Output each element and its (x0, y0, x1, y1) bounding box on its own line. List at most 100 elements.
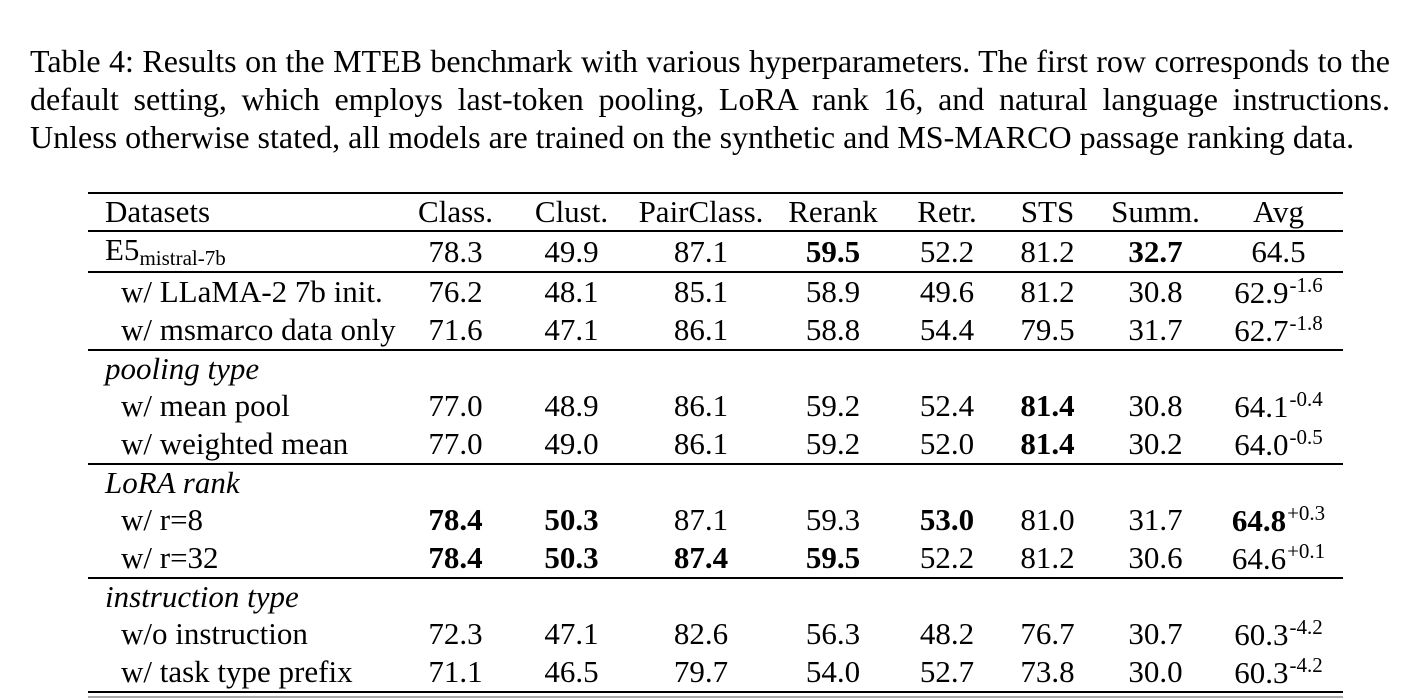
metric-value-cell: 76.2 (428, 274, 483, 309)
metric-value-cell: 81.0 (1020, 502, 1075, 537)
empty-cell (632, 350, 770, 387)
metric-value-cell: 59.2 (805, 388, 861, 423)
metric-value-cell: 81.4 (1020, 426, 1075, 461)
metric-value-cell: 31.7 (1128, 312, 1183, 347)
row-label-subscript: mistral-7b (139, 246, 226, 270)
metric-value-cell: 58.9 (805, 274, 861, 309)
metric-value-cell: 81.2 (1020, 540, 1075, 575)
metric-value-cell: 30.8 (1128, 388, 1183, 423)
results-table: Datasets Class. Clust. PairClass. Rerank… (88, 192, 1343, 693)
empty-cell (1097, 350, 1214, 387)
column-header-avg: Avg (1252, 194, 1305, 229)
metric-value-cell: 60.3-4.2 (1234, 615, 1323, 652)
metric-value-cell: 52.0 (919, 426, 975, 461)
row-label: w/ r=32 (121, 540, 219, 575)
row-label: w/ r=8 (121, 502, 204, 537)
row-task-type-prefix: w/ task type prefix 71.1 46.5 79.7 54.0 52.7 7… (88, 653, 1343, 692)
empty-cell (1214, 578, 1343, 615)
metric-value-cell: 59.2 (805, 426, 861, 461)
empty-cell (998, 350, 1097, 387)
empty-cell (998, 464, 1097, 501)
metric-value-cell: 32.7 (1128, 233, 1183, 269)
metric-value-cell: 46.5 (544, 654, 599, 689)
avg-delta-superscript: +0.3 (1287, 501, 1326, 525)
column-header-classification: Class. (418, 194, 493, 229)
empty-cell (770, 578, 896, 615)
column-header-datasets: Datasets (105, 194, 211, 229)
metric-value-cell: 72.3 (428, 616, 483, 651)
section-lora-rank: LoRA rank (88, 464, 1343, 501)
metric-value-cell: 77.0 (428, 426, 483, 461)
metric-value-cell: 49.6 (919, 274, 975, 309)
row-r32: w/ r=32 78.4 50.3 87.4 59.5 52.2 81.2 30.6 64.6+… (88, 539, 1343, 578)
row-msmarco-data-only: w/ msmarco data only 71.6 47.1 86.1 58.8 54.4… (88, 311, 1343, 350)
row-r8: w/ r=8 78.4 50.3 87.1 59.3 53.0 81.0 31.7 64.8+0… (88, 501, 1343, 539)
metric-value-cell: 71.1 (428, 654, 483, 689)
row-label: w/ mean pool (121, 388, 290, 423)
empty-cell (770, 464, 896, 501)
column-header-pairclass: PairClass. (638, 194, 764, 229)
metric-value-cell: 87.1 (673, 233, 729, 269)
metric-value-cell: 85.1 (673, 274, 729, 309)
metric-value-cell: 54.0 (805, 654, 861, 689)
metric-value-cell: 52.2 (919, 540, 975, 575)
metric-value-cell: 30.0 (1128, 654, 1183, 689)
metric-value-cell: 73.8 (1020, 654, 1075, 689)
metric-value-cell: 78.4 (428, 502, 483, 537)
metric-value-cell: 82.6 (673, 616, 729, 651)
metric-value-cell: 52.4 (919, 388, 975, 423)
empty-cell (896, 350, 998, 387)
avg-delta-superscript: -0.4 (1289, 387, 1323, 411)
metric-value-cell: 50.3 (544, 540, 599, 575)
avg-delta-superscript: -0.5 (1289, 425, 1323, 449)
column-header-clustering: Clust. (534, 194, 609, 229)
column-header-rerank: Rerank (788, 194, 878, 229)
row-no-instruction: w/o instruction 72.3 47.1 82.6 56.3 48.2 76.7 3… (88, 615, 1343, 653)
metric-value-cell: 87.1 (673, 502, 729, 537)
metric-value-cell: 59.3 (805, 502, 861, 537)
empty-cell (896, 578, 998, 615)
metric-value-cell: 48.2 (919, 616, 975, 651)
metric-value-cell: 81.2 (1020, 274, 1075, 309)
empty-cell (1214, 464, 1343, 501)
row-label: LoRA rank (105, 465, 240, 500)
empty-cell (998, 578, 1097, 615)
results-table-container: Datasets Class. Clust. PairClass. Rerank… (88, 192, 1343, 698)
avg-delta-superscript: -1.8 (1289, 311, 1323, 335)
metric-value-cell: 77.0 (428, 388, 483, 423)
row-label: pooling type (105, 351, 260, 386)
metric-value-cell: 54.4 (919, 312, 975, 347)
metric-value-cell: 48.9 (544, 388, 599, 423)
metric-value-cell: 30.7 (1128, 616, 1183, 651)
row-label: w/ LLaMA-2 7b init. (121, 274, 383, 309)
metric-value-cell: 87.4 (673, 540, 729, 575)
metric-value-cell: 64.8+0.3 (1231, 501, 1326, 538)
row-weighted-mean: w/ weighted mean 77.0 49.0 86.1 59.2 52.0 81.4… (88, 425, 1343, 464)
avg-delta-superscript: -4.2 (1289, 615, 1323, 639)
metric-value-cell: 49.9 (544, 233, 599, 269)
metric-value-cell: 81.4 (1020, 388, 1075, 423)
empty-cell (511, 578, 632, 615)
metric-value-cell: 76.7 (1020, 616, 1075, 651)
metric-value-cell: 56.3 (805, 616, 861, 651)
metric-value-cell: 64.5 (1251, 233, 1306, 269)
empty-cell (511, 350, 632, 387)
avg-delta-superscript: +0.1 (1287, 539, 1326, 563)
row-llama2-7b-init: w/ LLaMA-2 7b init. 76.2 48.1 85.1 58.9 49.6 8… (88, 272, 1343, 311)
metric-value-cell: 50.3 (544, 502, 599, 537)
metric-value-cell: 79.7 (673, 654, 729, 689)
empty-cell (632, 578, 770, 615)
metric-value-cell: 31.7 (1128, 502, 1183, 537)
row-label: w/o instruction (121, 616, 308, 651)
metric-value-cell: 48.1 (544, 274, 599, 309)
column-header-summarization: Summ. (1111, 194, 1200, 229)
metric-value-cell: 53.0 (919, 502, 975, 537)
metric-value-cell: 59.5 (805, 540, 861, 575)
avg-delta-superscript: -1.6 (1289, 273, 1323, 297)
metric-value-cell: 30.8 (1128, 274, 1183, 309)
row-label: w/ task type prefix (121, 654, 353, 689)
empty-cell (400, 350, 511, 387)
metric-value-cell: 64.1-0.4 (1234, 387, 1323, 424)
table-caption: Table 4: Results on the MTEB benchmark w… (30, 43, 1390, 155)
metric-value-cell: 86.1 (673, 312, 729, 347)
